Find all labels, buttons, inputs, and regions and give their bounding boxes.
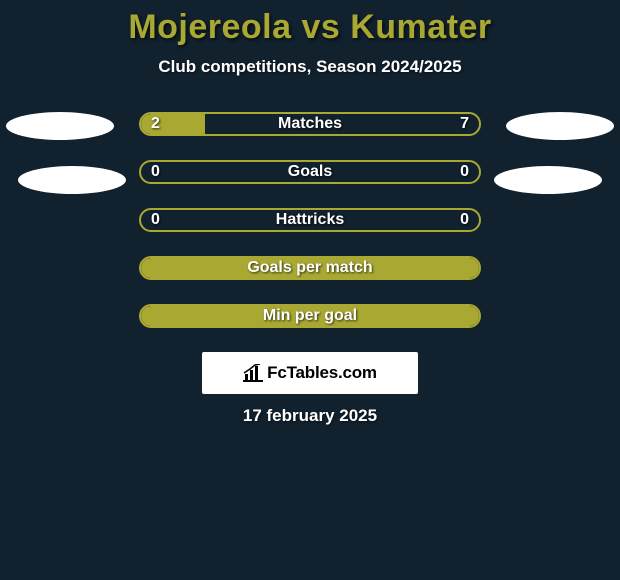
chart-icon	[243, 364, 263, 382]
stats-comparison-widget: Mojereola vs Kumater Club competitions, …	[0, 0, 620, 426]
player-image-placeholder-left-2	[18, 166, 126, 194]
stat-label: Goals per match	[247, 259, 372, 277]
stat-value-right: 0	[460, 163, 469, 181]
watermark-badge: FcTables.com	[202, 352, 418, 394]
stat-row-matches: 2 Matches 7	[139, 112, 481, 136]
player-image-placeholder-left-1	[6, 112, 114, 140]
stat-bar: 0 Hattricks 0	[139, 208, 481, 232]
player-image-placeholder-right-2	[494, 166, 602, 194]
page-title: Mojereola vs Kumater	[0, 8, 620, 47]
stat-label: Matches	[278, 115, 342, 133]
stat-bar: 0 Goals 0	[139, 160, 481, 184]
stat-value-left: 0	[151, 211, 160, 229]
stat-label: Min per goal	[263, 307, 357, 325]
subtitle: Club competitions, Season 2024/2025	[0, 57, 620, 77]
stat-value-right: 7	[460, 115, 469, 133]
bars-container: 2 Matches 7 0 Goals 0 0 Hattricks 0 Goal…	[0, 112, 620, 328]
watermark-text: FcTables.com	[267, 363, 377, 383]
stat-label: Hattricks	[276, 211, 344, 229]
stat-value-left: 2	[151, 115, 160, 133]
stat-value-left: 0	[151, 163, 160, 181]
player-image-placeholder-right-1	[506, 112, 614, 140]
stat-bar: Goals per match	[139, 256, 481, 280]
stat-bar: 2 Matches 7	[139, 112, 481, 136]
date-text: 17 february 2025	[0, 406, 620, 426]
stat-bar: Min per goal	[139, 304, 481, 328]
stat-row-min-per-goal: Min per goal	[139, 304, 481, 328]
stat-value-right: 0	[460, 211, 469, 229]
stat-row-goals-per-match: Goals per match	[139, 256, 481, 280]
stat-row-goals: 0 Goals 0	[139, 160, 481, 184]
stat-row-hattricks: 0 Hattricks 0	[139, 208, 481, 232]
stat-label: Goals	[288, 163, 332, 181]
